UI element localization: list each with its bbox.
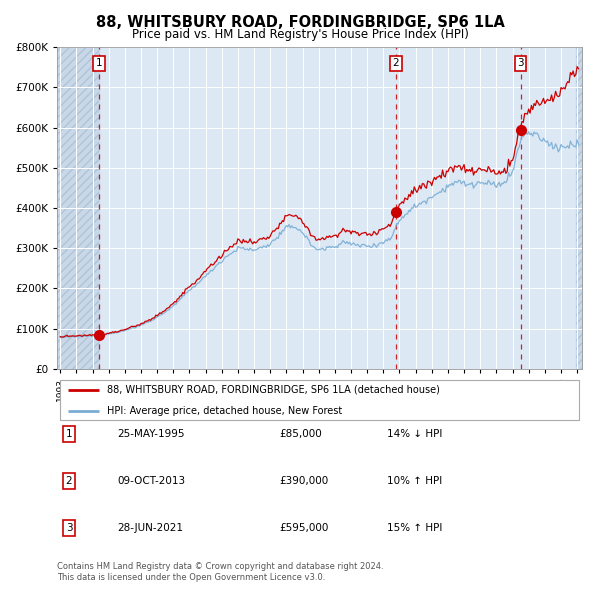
Text: 10% ↑ HPI: 10% ↑ HPI bbox=[387, 476, 442, 486]
Text: 2: 2 bbox=[392, 58, 399, 68]
Text: £390,000: £390,000 bbox=[279, 476, 328, 486]
Text: 1: 1 bbox=[95, 58, 102, 68]
Text: 2: 2 bbox=[65, 476, 73, 486]
Text: £595,000: £595,000 bbox=[279, 523, 328, 533]
Text: 88, WHITSBURY ROAD, FORDINGBRIDGE, SP6 1LA (detached house): 88, WHITSBURY ROAD, FORDINGBRIDGE, SP6 1… bbox=[107, 385, 440, 395]
Text: £85,000: £85,000 bbox=[279, 429, 322, 438]
Text: Price paid vs. HM Land Registry's House Price Index (HPI): Price paid vs. HM Land Registry's House … bbox=[131, 28, 469, 41]
Bar bbox=[57, 47, 99, 369]
Text: This data is licensed under the Open Government Licence v3.0.: This data is licensed under the Open Gov… bbox=[57, 573, 325, 582]
Text: Contains HM Land Registry data © Crown copyright and database right 2024.: Contains HM Land Registry data © Crown c… bbox=[57, 562, 383, 571]
Text: HPI: Average price, detached house, New Forest: HPI: Average price, detached house, New … bbox=[107, 406, 342, 416]
Text: 28-JUN-2021: 28-JUN-2021 bbox=[117, 523, 183, 533]
Text: 1: 1 bbox=[65, 429, 73, 438]
Text: 09-OCT-2013: 09-OCT-2013 bbox=[117, 476, 185, 486]
Text: 3: 3 bbox=[65, 523, 73, 533]
Text: 15% ↑ HPI: 15% ↑ HPI bbox=[387, 523, 442, 533]
Text: 14% ↓ HPI: 14% ↓ HPI bbox=[387, 429, 442, 438]
Text: 88, WHITSBURY ROAD, FORDINGBRIDGE, SP6 1LA: 88, WHITSBURY ROAD, FORDINGBRIDGE, SP6 1… bbox=[95, 15, 505, 30]
Bar bbox=[575, 47, 582, 369]
FancyBboxPatch shape bbox=[59, 380, 580, 419]
Text: 25-MAY-1995: 25-MAY-1995 bbox=[117, 429, 185, 438]
Text: 3: 3 bbox=[517, 58, 524, 68]
